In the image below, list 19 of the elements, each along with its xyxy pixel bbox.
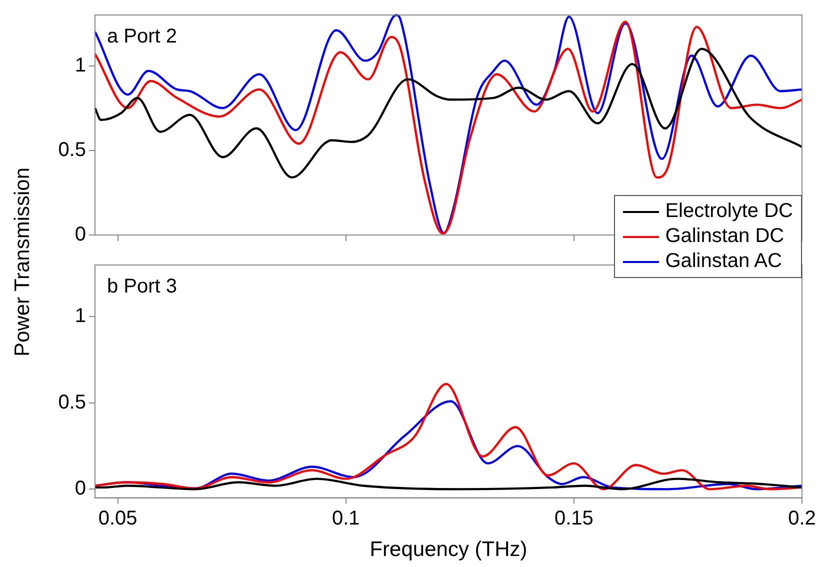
- line-series: [94, 478, 804, 490]
- text: b Port 3: [107, 276, 178, 298]
- text: a Port 2: [107, 26, 178, 48]
- y-tick-label: 0: [74, 224, 86, 246]
- x-axis-title: Frequency (THz): [370, 538, 528, 562]
- x-tick-label: 0.2: [788, 507, 816, 530]
- line-series: [94, 48, 804, 179]
- y-axis-title: Power Transmission: [11, 166, 35, 359]
- x-tick-label: 0.05: [98, 507, 138, 530]
- legend-label: Galinstan DC: [665, 225, 784, 248]
- legend-label: Electrolyte DC: [665, 200, 793, 223]
- x-tick-label: 0.1: [332, 507, 360, 530]
- y-tick-label: 1: [74, 305, 86, 328]
- y-tick-label: 0.5: [58, 391, 86, 414]
- y-tick-label: 1: [74, 54, 86, 76]
- y-tick-label: 0: [74, 478, 86, 500]
- y-tick-label: 0.5: [58, 138, 86, 161]
- legend-label: Galinstan AC: [665, 250, 782, 273]
- x-tick-label: 0.15: [554, 507, 594, 530]
